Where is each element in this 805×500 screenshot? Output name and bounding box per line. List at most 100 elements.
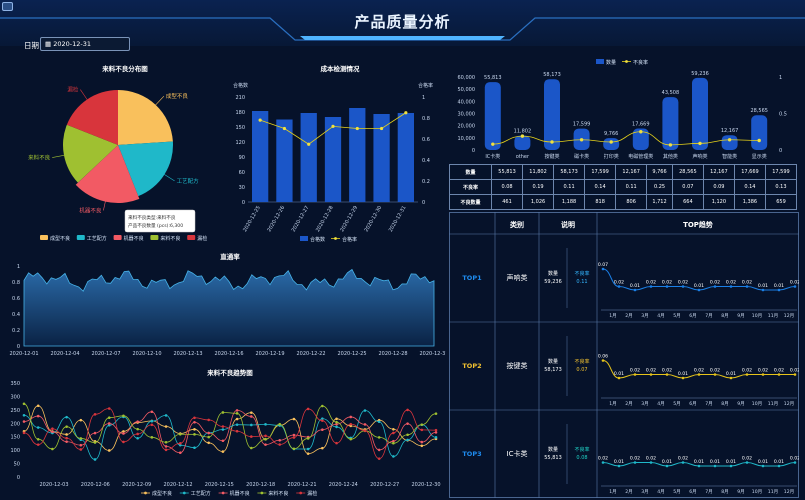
trend-point[interactable] [392, 441, 395, 445]
trend-point[interactable] [36, 404, 40, 408]
top-trend-point[interactable] [665, 464, 669, 468]
trend-point[interactable] [264, 423, 267, 426]
trend-point[interactable] [107, 449, 111, 452]
trend-point[interactable] [392, 439, 395, 443]
trend-point[interactable] [221, 425, 225, 428]
trend-legend-swatch[interactable] [221, 491, 225, 495]
trend-point[interactable] [65, 425, 68, 428]
trend-point[interactable] [349, 437, 353, 441]
trend-point[interactable] [207, 431, 210, 435]
cat-rate-point[interactable] [609, 140, 613, 144]
trend-point[interactable] [150, 410, 154, 414]
trend-point[interactable] [321, 419, 324, 422]
trend-point[interactable] [136, 420, 139, 423]
trend-point[interactable] [193, 416, 196, 420]
trend-legend-label[interactable]: 成型不良 [152, 490, 172, 497]
top-trend-point[interactable] [697, 464, 701, 468]
top-trend-point[interactable] [633, 373, 637, 376]
pie-legend-swatch[interactable] [113, 235, 122, 240]
top-trend-point[interactable] [633, 288, 637, 292]
trend-point[interactable] [235, 409, 239, 412]
cost-bar[interactable] [324, 117, 342, 202]
trend-point[interactable] [122, 430, 125, 433]
trend-point[interactable] [150, 423, 154, 427]
top-trend-point[interactable] [601, 461, 605, 464]
trend-point[interactable] [36, 414, 40, 418]
cost-rate-point[interactable] [258, 118, 262, 122]
trend-point[interactable] [406, 433, 409, 437]
trend-point[interactable] [235, 412, 239, 415]
cost-rate-point[interactable] [331, 124, 335, 128]
trend-point[interactable] [363, 409, 367, 412]
trend-point[interactable] [235, 429, 239, 433]
cost-rate-point[interactable] [404, 111, 408, 115]
top-trend-point[interactable] [697, 373, 701, 376]
cat-bar[interactable] [484, 82, 501, 150]
trend-point[interactable] [22, 413, 26, 417]
trend-point[interactable] [321, 428, 324, 432]
top-trend-point[interactable] [633, 461, 637, 464]
top-trend-point[interactable] [761, 288, 765, 292]
trend-point[interactable] [193, 420, 196, 424]
pie-legend-label[interactable]: 机器不良 [124, 235, 144, 242]
top-trend-point[interactable] [761, 373, 765, 376]
pie-slice[interactable] [66, 90, 118, 145]
cat-legend-label[interactable]: 数量 [606, 59, 616, 66]
trend-point[interactable] [136, 436, 139, 440]
cat-bar[interactable] [751, 115, 768, 150]
trend-point[interactable] [434, 428, 438, 432]
top-trend-point[interactable] [681, 461, 685, 464]
trend-point[interactable] [392, 455, 395, 458]
trend-point[interactable] [434, 431, 438, 434]
top-trend-point[interactable] [745, 461, 749, 464]
trend-point[interactable] [22, 402, 26, 406]
pie-slice[interactable] [75, 145, 140, 203]
trend-point[interactable] [122, 432, 125, 435]
cat-rate-point[interactable] [698, 141, 702, 146]
trend-point[interactable] [221, 428, 225, 431]
trend-point[interactable] [392, 427, 395, 431]
cat-rate-point[interactable] [520, 134, 525, 138]
pie-slice[interactable] [118, 90, 173, 145]
trend-point[interactable] [306, 447, 310, 451]
cost-bar[interactable] [276, 119, 293, 203]
trend-point[interactable] [122, 414, 125, 418]
trend-point[interactable] [136, 427, 139, 431]
trend-point[interactable] [420, 423, 424, 426]
trend-point[interactable] [93, 458, 97, 461]
top-trend-point[interactable] [777, 373, 781, 376]
top-trend-point[interactable] [617, 285, 621, 288]
top-trend-point[interactable] [793, 373, 797, 376]
trend-point[interactable] [79, 437, 83, 440]
trend-point[interactable] [150, 436, 154, 439]
cat-bar[interactable] [721, 135, 738, 150]
cat-rate-point[interactable] [639, 130, 643, 134]
trend-legend-swatch[interactable] [260, 491, 264, 495]
cost-legend-label[interactable]: 合格数 [310, 236, 325, 243]
trend-point[interactable] [36, 437, 40, 441]
trend-point[interactable] [207, 441, 210, 445]
trend-point[interactable] [178, 432, 182, 436]
trend-point[interactable] [193, 433, 196, 436]
trend-point[interactable] [22, 420, 26, 423]
cost-bar[interactable] [373, 114, 390, 202]
trend-point[interactable] [36, 426, 40, 429]
trend-point[interactable] [278, 422, 282, 426]
trend-point[interactable] [79, 443, 83, 447]
trend-point[interactable] [264, 438, 267, 441]
trend-point[interactable] [292, 436, 296, 439]
pie-legend-label[interactable]: 来料不良 [160, 235, 180, 242]
cat-bar[interactable] [514, 135, 531, 150]
trend-legend-swatch[interactable] [182, 491, 186, 495]
top-trend-point[interactable] [729, 285, 733, 288]
trend-point[interactable] [392, 431, 395, 435]
trend-legend-swatch[interactable] [299, 491, 303, 495]
date-picker-input[interactable]: ▦ 2020-12-31 [40, 37, 130, 51]
cost-bar[interactable] [252, 111, 269, 202]
cat-bar[interactable] [603, 138, 620, 150]
cat-legend-rate-swatch[interactable] [625, 60, 628, 63]
trend-point[interactable] [136, 432, 139, 436]
trend-point[interactable] [306, 437, 310, 440]
top-trend-point[interactable] [713, 285, 717, 288]
